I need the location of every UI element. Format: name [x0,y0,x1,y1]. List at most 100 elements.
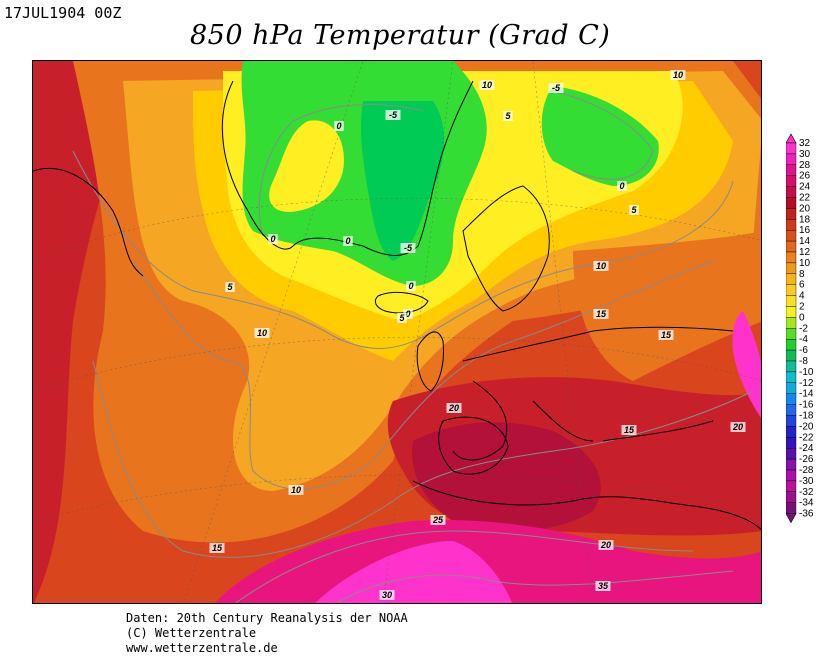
contour-label: 0 [270,234,275,244]
contour-label-bg [595,581,611,591]
colorbar-swatch [785,458,797,471]
coastline-britain [416,331,444,392]
colorbar-swatch [785,317,797,329]
colorbar-swatch [785,197,797,209]
colorbar-swatch [785,229,797,242]
colorbar-label: -24 [799,443,814,454]
colorbar-swatch [785,284,797,296]
coastline-europe [452,326,734,461]
credits-data-source: Daten: 20th Century Reanalysis der NOAA [126,611,408,625]
contour-label-bg [288,485,304,495]
contour-label: -5 [552,83,561,93]
colorbar-label: -16 [799,400,814,411]
contour-label-bg [334,121,344,131]
field-green-barents [541,86,659,186]
field-pink [315,541,513,603]
credits-copyright: (C) Wetterzentrale [126,626,257,640]
colorbar-swatch [785,338,797,351]
contour-label: 5 [227,282,233,292]
colorbar-swatch [785,502,797,514]
coastline-iberia [438,416,509,475]
contour-label: 5 [505,111,511,121]
contour-label-bg [479,80,495,90]
colorbar-swatch [785,480,797,492]
contour-label: 10 [482,80,492,90]
contour-label-bg [209,543,225,553]
colorbar-swatch [785,175,797,187]
credits-website-link[interactable]: www.wetterzentrale.de [126,641,278,655]
contour-label: 20 [600,540,611,550]
colorbar-swatch [785,142,797,155]
contour-label-bg [268,234,278,244]
field-red-west [33,61,153,603]
colorbar-label: -12 [799,378,814,389]
contour-label-bg [548,83,564,93]
contour-label-bg [446,403,462,413]
colorbar-label: -26 [799,454,814,465]
colorbar-label: -22 [799,432,814,443]
contour-label: 0 [405,309,410,319]
contour-label: 20 [732,422,743,432]
contour-label-bg [385,110,401,120]
contour-label-bg [593,309,609,319]
isotherm-line [132,260,714,490]
contour-label-bg [670,70,686,80]
colorbar-swatch [785,306,797,318]
isotherm-line [258,103,424,237]
contour-label: 10 [257,328,267,338]
contour-label: 10 [291,485,301,495]
graticule-line [33,336,761,392]
coastline-canada [33,167,144,277]
credits-block: Daten: 20th Century Reanalysis der NOAA … [126,611,408,656]
colorbar-label: 24 [799,182,811,193]
contour-label: 25 [432,515,444,525]
field-pink-east [732,311,761,418]
colorbar-swatch [785,469,797,482]
colorbar-label: -32 [799,487,814,498]
contour-label-bg [629,205,639,215]
contour-label: 15 [212,543,223,553]
graticule-line [33,474,761,522]
coastline-greenland [221,80,474,256]
contour-label-bg [617,181,627,191]
contour-label: 15 [596,309,607,319]
contour-label: 5 [399,313,405,323]
colorbar-label: 14 [799,236,811,247]
colorbar-label: 30 [799,149,811,160]
temperature-map: -5 0 -5 0 0 -5 0 0 0 5 5 5 5 10 10 10 10 10 15 15 15 15 20 20 20… [32,60,762,604]
colorbar-label: 6 [799,280,805,291]
isotherm-line [552,90,654,180]
colorbar-swatch [785,491,797,503]
colorbar-swatch [785,349,797,362]
isotherm-line [72,150,734,349]
colorbar-swatch [785,328,797,340]
colorbar-swatch [785,295,797,307]
colorbar-swatch [785,448,797,460]
colorbar-label: 22 [799,193,811,204]
colorbar-swatch [785,415,797,427]
isotherm-line [335,570,734,603]
colorbar-top-arrow [785,133,797,144]
contour-label-bg [593,261,609,271]
colorbar-label: 28 [799,160,811,171]
colorbar-label: -36 [799,509,814,520]
graticule-line [183,61,364,603]
colorbar-swatch [785,382,797,394]
colorbar-swatch [785,393,797,405]
contour-label: 5 [631,205,637,215]
contour-label: -5 [404,243,413,253]
colorbar-legend: 32 30 28 26 24 22 20 18 16 14 12 10 8 6 4 2 0 -2 -4 -6 -8 -10… [785,133,835,537]
colorbar-label: 8 [799,269,805,280]
field-orange-east [573,231,761,381]
contour-label: 20 [448,403,459,413]
colorbar-swatch [785,164,797,176]
contour-label: 35 [598,581,609,591]
colorbar-label: 32 [799,138,811,149]
contour-label-bg [503,111,513,121]
contour-label: 0 [345,236,350,246]
contour-label: 30 [382,590,392,600]
colorbar-label: 20 [799,203,811,214]
colorbar-label: -34 [799,498,814,509]
colorbar-label: -14 [799,389,814,400]
colorbar-label: 16 [799,225,811,236]
